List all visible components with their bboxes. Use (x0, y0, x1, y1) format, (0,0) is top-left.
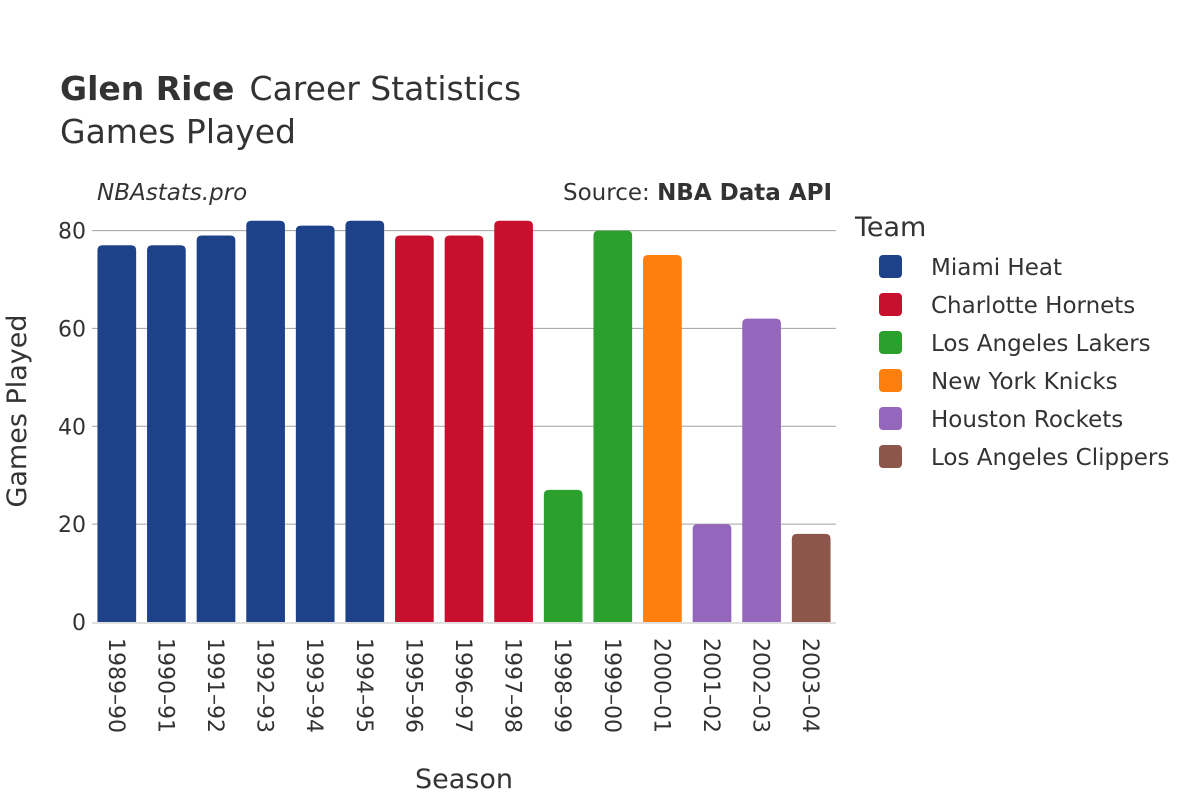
source-prefix: Source: (563, 180, 657, 206)
bar (345, 220, 385, 623)
legend-swatch (879, 255, 902, 278)
title-rest: Career Statistics (250, 69, 522, 108)
legend-label: Miami Heat (931, 255, 1062, 281)
legend-label: New York Knicks (931, 369, 1118, 395)
bar (742, 318, 781, 622)
bar (494, 220, 533, 623)
x-tick-label: 2002–03 (748, 638, 773, 733)
x-tick-label: 2001–02 (698, 638, 723, 733)
bar (593, 230, 633, 623)
legend-label: Los Angeles Lakers (931, 331, 1151, 357)
bar (543, 489, 583, 622)
x-axis-title: Season (415, 764, 513, 795)
x-tick-label: 1993–94 (301, 638, 326, 733)
x-tick-label: 1999–00 (599, 638, 624, 733)
y-tick-label: 40 (58, 415, 86, 440)
legend-swatch (879, 369, 902, 392)
bar (692, 524, 732, 622)
x-tick-label: 1997–98 (500, 638, 525, 733)
legend-label: Houston Rockets (931, 407, 1123, 433)
bar (643, 255, 682, 623)
x-tick-label: 2003–04 (797, 638, 822, 733)
legend: Miami Heat Charlotte Hornets Los Angeles L… (879, 255, 1169, 471)
legend-swatch (879, 445, 902, 468)
bar (444, 235, 484, 622)
legend-label: Los Angeles Clippers (931, 445, 1169, 471)
bar (97, 245, 137, 622)
bar (295, 225, 335, 622)
y-tick-label: 0 (72, 611, 86, 636)
bar (147, 245, 186, 622)
x-tick-label: 1990–91 (152, 638, 177, 733)
legend-swatch (879, 293, 902, 316)
x-tick-label: 1996–97 (450, 638, 475, 733)
legend-label: Charlotte Hornets (931, 293, 1135, 319)
x-tick-label: 1992–93 (252, 638, 277, 733)
y-tick-label: 80 (58, 220, 86, 245)
x-tick-label: 1998–99 (549, 638, 574, 733)
title-player: Glen Rice (60, 69, 234, 108)
legend-swatch (879, 331, 902, 354)
bar (246, 220, 285, 623)
source-name: NBA Data API (657, 180, 832, 206)
y-tick-label: 60 (58, 317, 86, 342)
x-tick-label: 1991–92 (202, 638, 227, 733)
y-tick-label: 20 (58, 513, 86, 538)
x-tick-label: 1994–95 (351, 638, 376, 733)
x-tick-label: 2000–01 (648, 638, 673, 733)
bars (92, 220, 836, 624)
chart-subtitle: Games Played (60, 112, 296, 151)
bar (791, 533, 831, 622)
watermark: NBAstats.pro (97, 180, 247, 206)
x-tick-label: 1989–90 (103, 638, 128, 733)
bar (395, 235, 434, 622)
bar (196, 235, 236, 622)
y-axis-title: Games Played (2, 314, 33, 507)
source-note: Source: NBA Data API (563, 180, 832, 206)
legend-swatch (879, 407, 902, 430)
legend-title: Team (854, 212, 926, 243)
x-tick-labels: 1989–90 1990–91 1991–92 1992–93 1993–94 1994–… (103, 638, 822, 733)
y-tick-labels: 0 20 40 60 80 (58, 220, 86, 636)
x-tick-label: 1995–96 (400, 638, 425, 733)
chart-title: Glen Rice Career Statistics (60, 69, 521, 108)
